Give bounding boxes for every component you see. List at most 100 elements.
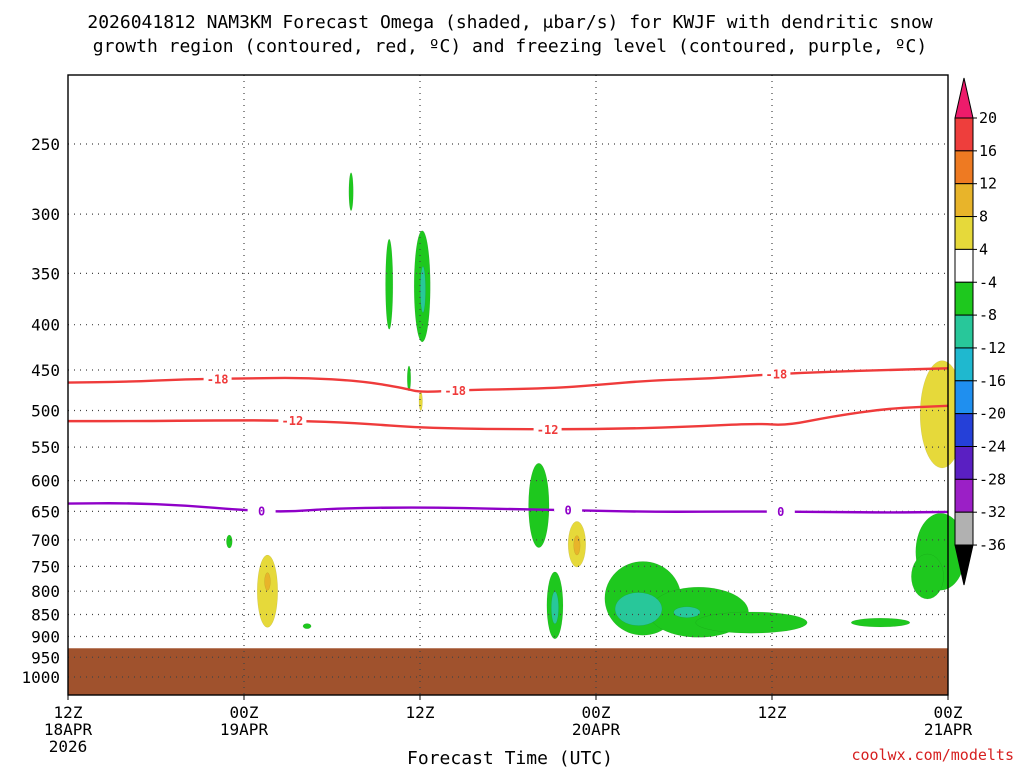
blob-800-descent-core [264, 572, 271, 591]
freezing-level-0-label-1: 0 [565, 504, 572, 518]
blob-800-descent [257, 554, 278, 628]
dgz-minus-12-label-bg-1 [533, 421, 562, 438]
colorbar-label-12: -32 [979, 503, 1006, 521]
freezing-level-0-label-0: 0 [258, 504, 265, 518]
y-tick-label-500: 500 [31, 402, 60, 421]
colorbar-label-8: -16 [979, 372, 1006, 390]
colorbar-swatch-13 [954, 511, 974, 546]
blob-710-descent-core [573, 535, 581, 556]
x-tick-label-0-2: 18APR [44, 720, 93, 739]
dgz-minus-18-label-2: -18 [766, 368, 788, 382]
dgz-minus-12-label-0: -12 [282, 414, 304, 428]
blob-860-ascent-large-east [695, 611, 808, 634]
colorbar-swatch-3 [954, 183, 974, 218]
dgz-minus-12-line [67, 404, 949, 431]
colorbar-label-9: -20 [979, 405, 1006, 423]
chart-title-line1: 2026041812 NAM3KM Forecast Omega (shaded… [87, 12, 932, 33]
credit-text[interactable]: coolwx.com/modelts [851, 746, 1014, 764]
blob-490-descent [418, 391, 423, 411]
blob-300-ascent [348, 172, 354, 211]
y-tick-label-1000: 1000 [21, 668, 60, 687]
ground-surface [68, 648, 948, 695]
colorbar-swatch-7 [954, 314, 974, 349]
blob-870-ascent-small [302, 623, 312, 629]
colorbar-swatch-8 [954, 347, 974, 382]
colorbar-label-1: 16 [979, 142, 997, 160]
y-tick-label-950: 950 [31, 648, 60, 667]
x-tick-label-1-1: 00Z [230, 703, 259, 722]
blob-840-ascent-core-east [673, 606, 701, 618]
blob-370-ascent-b-core [420, 266, 426, 313]
ground-fill [68, 648, 948, 695]
dgz-minus-18-label-bg-0 [203, 370, 232, 387]
dgz-minus-12-label-1: -12 [537, 423, 559, 437]
y-tick-label-450: 450 [31, 361, 60, 380]
colorbar-label-5: -4 [979, 273, 997, 291]
y-tick-label-550: 550 [31, 438, 60, 457]
x-tick-label-3-1: 00Z [582, 703, 611, 722]
freezing-level-0-label-2: 0 [777, 505, 784, 519]
blob-830-ascent-core [614, 592, 663, 626]
dgz-minus-18-label-bg-1 [441, 382, 470, 399]
colorbar-label-2: 12 [979, 175, 997, 193]
colorbar-swatch-5 [954, 248, 974, 283]
dgz-minus-18-label-bg-2 [762, 366, 791, 383]
x-axis-label: Forecast Time (UTC) [407, 748, 613, 768]
y-tick-label-650: 650 [31, 502, 60, 521]
y-tick-label-750: 750 [31, 557, 60, 576]
dgz-minus-12-label-bg-0 [278, 412, 307, 429]
colorbar-swatch-10 [954, 413, 974, 447]
dgz-minus-18-label-1: -18 [444, 384, 466, 398]
chart-title-line2: growth region (contoured, red, ºC) and f… [93, 36, 927, 57]
colorbar-arrow-top [954, 77, 974, 119]
freezing-level-0-label-bg-0 [247, 502, 276, 519]
colorbar-label-10: -24 [979, 438, 1006, 456]
colorbar-arrow-bottom [954, 544, 974, 586]
colorbar-swatch-2 [954, 150, 974, 185]
blob-870-ascent-east [851, 617, 911, 628]
y-tick-label-800: 800 [31, 582, 60, 601]
colorbar-label-13: -36 [979, 536, 1006, 554]
x-tick-label-0-1: 12Z [54, 703, 83, 722]
x-tick-label-3-2: 20APR [572, 720, 621, 739]
plot-area [68, 75, 948, 695]
y-tick-label-900: 900 [31, 627, 60, 646]
blob-820-ascent-core [551, 591, 559, 624]
omega-shading [226, 172, 966, 639]
y-tick-label-350: 350 [31, 264, 60, 283]
colorbar-label-11: -28 [979, 470, 1006, 488]
blob-760-ascent-right-2 [911, 553, 944, 600]
colorbar-label-7: -12 [979, 339, 1006, 357]
colorbar-label-4: 4 [979, 240, 988, 258]
dgz-minus-18-label-0: -18 [207, 372, 229, 386]
y-tick-label-600: 600 [31, 472, 60, 491]
x-tick-label-4-1: 12Z [758, 703, 787, 722]
blob-640-ascent [528, 462, 550, 548]
colorbar: 20 16 12 8 4 -4 -8 -12 -16 -20 -24 -28 -32 -36 [954, 77, 1006, 586]
y-tick-label-300: 300 [31, 205, 60, 224]
colorbar-swatch-9 [954, 380, 974, 415]
x-tick-label-5-2: 21APR [924, 720, 973, 739]
freezing-level-0-label-bg-2 [766, 503, 795, 520]
colorbar-swatch-11 [954, 446, 974, 480]
y-tick-label-250: 250 [31, 135, 60, 154]
blob-700-ascent-small [226, 534, 233, 549]
freezing-level-0-label-bg-1 [554, 502, 583, 519]
blob-370-ascent-a [385, 238, 394, 330]
y-axis-ticks: 250 300 350 400 450 500 550 600 650 700 750 800 850 9… [21, 135, 60, 687]
colorbar-label-0: 20 [979, 109, 997, 127]
colorbar-swatch-12 [954, 478, 974, 513]
colorbar-swatch-6 [954, 281, 974, 316]
temperature-contours: -18 -18 -18 -12 -12 0 0 0 [67, 366, 949, 520]
y-tick-label-400: 400 [31, 316, 60, 335]
y-tick-label-850: 850 [31, 606, 60, 625]
colorbar-swatch-1 [954, 117, 974, 152]
x-tick-label-2-1: 12Z [406, 703, 435, 722]
plot-border [67, 74, 949, 696]
colorbar-label-3: 8 [979, 208, 988, 226]
blob-460-ascent [407, 365, 411, 392]
x-tick-label-1-2: 19APR [220, 720, 269, 739]
y-tick-label-700: 700 [31, 531, 60, 550]
